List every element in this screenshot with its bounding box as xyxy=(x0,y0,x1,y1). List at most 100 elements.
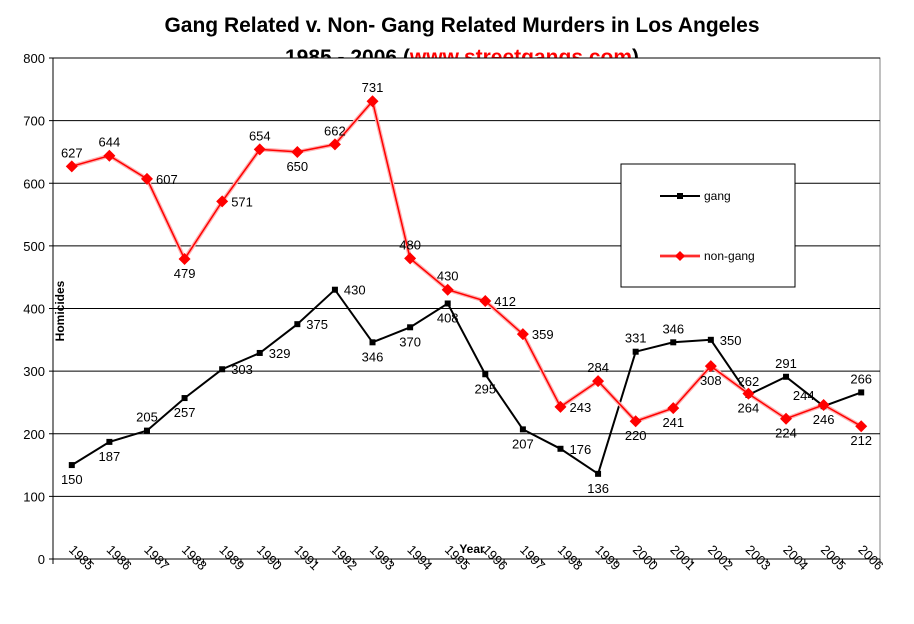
data-label-gang-1985: 150 xyxy=(61,472,83,487)
point-non-gang-2004 xyxy=(780,412,793,425)
point-non-gang-1986 xyxy=(103,149,116,162)
point-non-gang-1996 xyxy=(479,294,492,307)
y-tick-label-0: 0 xyxy=(38,552,45,567)
y-tick-label-600: 600 xyxy=(23,176,45,191)
data-label-non-gang-2001: 241 xyxy=(662,415,684,430)
point-gang-1999 xyxy=(595,470,602,477)
point-non-gang-1987 xyxy=(140,172,153,185)
series-layer: 150 187 205 257 303 329 375 430 346 370 408 295 207 1… xyxy=(61,80,872,496)
y-tick-label-500: 500 xyxy=(23,239,45,254)
legend-item-gang: gang xyxy=(660,189,731,203)
point-gang-1992 xyxy=(331,286,338,293)
data-label-non-gang-1996: 412 xyxy=(494,294,516,309)
point-gang-2002 xyxy=(707,336,714,343)
data-label-non-gang-2006: 212 xyxy=(850,433,872,448)
y-axis-ticks: 0 100 200 300 400 500 600 700 800 xyxy=(23,51,53,567)
data-label-non-gang-1989: 571 xyxy=(231,194,253,209)
point-non-gang-1994 xyxy=(404,252,417,265)
point-non-gang-2005 xyxy=(817,398,830,411)
series-non-gang-line xyxy=(71,99,862,427)
data-label-gang-1994: 370 xyxy=(399,334,421,349)
legend-box xyxy=(620,163,796,288)
point-gang-1989 xyxy=(219,366,226,373)
point-gang-1985 xyxy=(68,462,75,469)
data-label-non-gang-1987: 607 xyxy=(156,172,178,187)
point-non-gang-2002 xyxy=(704,360,717,373)
data-label-non-gang-1988: 479 xyxy=(174,266,196,281)
point-gang-1998 xyxy=(557,445,564,452)
data-label-non-gang-1992: 662 xyxy=(324,123,346,138)
data-label-gang-1996: 295 xyxy=(474,381,496,396)
point-gang-1997 xyxy=(519,426,526,433)
point-gang-2001 xyxy=(670,339,677,346)
point-gang-1986 xyxy=(106,438,113,445)
data-label-gang-2003: 262 xyxy=(738,374,760,389)
data-label-non-gang-1991: 650 xyxy=(286,159,308,174)
point-non-gang-2006 xyxy=(855,420,868,433)
point-non-gang-1988 xyxy=(178,253,191,266)
data-label-gang-1988: 257 xyxy=(174,405,196,420)
data-label-non-gang-1999: 284 xyxy=(587,360,609,375)
point-non-gang-1985 xyxy=(65,160,78,173)
data-label-gang-1992: 430 xyxy=(344,283,366,298)
point-non-gang-2000 xyxy=(629,415,642,428)
point-gang-2000 xyxy=(632,348,639,355)
point-non-gang-1989 xyxy=(216,195,229,208)
data-label-non-gang-1998: 243 xyxy=(570,400,592,415)
x-axis-title: Year xyxy=(459,542,485,556)
point-gang-2004 xyxy=(783,373,790,380)
data-label-non-gang-1986: 644 xyxy=(99,135,121,150)
data-label-gang-2004: 291 xyxy=(775,356,797,371)
legend-swatch-marker-gang xyxy=(677,193,683,199)
y-tick-label-700: 700 xyxy=(23,114,45,129)
data-label-non-gang-1985: 627 xyxy=(61,145,83,160)
series-gang-line xyxy=(71,288,862,476)
point-gang-1988 xyxy=(181,395,188,402)
point-gang-1995 xyxy=(444,300,451,307)
series-non-gang: 627 644 607 479 571 654 650 662 731 480 430 412 359 2… xyxy=(61,80,872,448)
point-non-gang-1999 xyxy=(592,375,605,388)
data-label-gang-2001: 346 xyxy=(662,321,684,336)
data-label-non-gang-2002: 308 xyxy=(700,373,722,388)
legend-label-non-gang: non-gang xyxy=(704,249,755,263)
point-non-gang-1991 xyxy=(291,145,304,158)
data-label-non-gang-1995: 430 xyxy=(437,269,459,284)
point-gang-1996 xyxy=(482,371,489,378)
data-label-non-gang-1997: 359 xyxy=(532,327,554,342)
data-label-gang-2005: 244 xyxy=(793,388,815,403)
point-gang-1994 xyxy=(407,324,414,331)
point-gang-1993 xyxy=(369,339,376,346)
point-non-gang-1997 xyxy=(516,328,529,341)
data-label-non-gang-2004: 224 xyxy=(775,426,797,441)
point-non-gang-2003 xyxy=(742,387,755,400)
data-label-non-gang-2003: 264 xyxy=(738,401,760,416)
data-label-gang-1990: 329 xyxy=(269,346,291,361)
data-label-gang-1995: 408 xyxy=(437,311,459,326)
y-tick-label-800: 800 xyxy=(23,51,45,66)
data-label-non-gang-2000: 220 xyxy=(625,428,647,443)
point-gang-1987 xyxy=(143,427,150,434)
point-gang-2006 xyxy=(858,389,865,396)
data-label-gang-1998: 176 xyxy=(570,442,592,457)
data-label-gang-1991: 375 xyxy=(306,317,328,332)
data-label-gang-1999: 136 xyxy=(587,481,609,496)
point-non-gang-1990 xyxy=(253,143,266,156)
y-tick-label-100: 100 xyxy=(23,489,45,504)
data-label-non-gang-2005: 246 xyxy=(813,412,835,427)
series-gang: 150 187 205 257 303 329 375 430 346 370 408 295 207 1… xyxy=(61,283,872,496)
data-label-gang-1989: 303 xyxy=(231,362,253,377)
data-label-gang-1997: 207 xyxy=(512,436,534,451)
data-label-non-gang-1993: 731 xyxy=(362,80,384,95)
y-tick-label-400: 400 xyxy=(23,302,45,317)
legend: gang non-gang xyxy=(620,163,796,288)
data-label-gang-1986: 187 xyxy=(99,449,121,464)
point-gang-1990 xyxy=(256,349,263,356)
point-non-gang-2001 xyxy=(667,402,680,415)
data-label-non-gang-1990: 654 xyxy=(249,128,271,143)
data-label-gang-2002: 350 xyxy=(720,333,742,348)
y-tick-label-200: 200 xyxy=(23,427,45,442)
point-non-gang-1998 xyxy=(554,400,567,413)
legend-swatch-marker-non-gang xyxy=(675,251,685,261)
data-label-non-gang-1994: 480 xyxy=(399,237,421,252)
y-axis-title: Homicides xyxy=(53,280,67,341)
